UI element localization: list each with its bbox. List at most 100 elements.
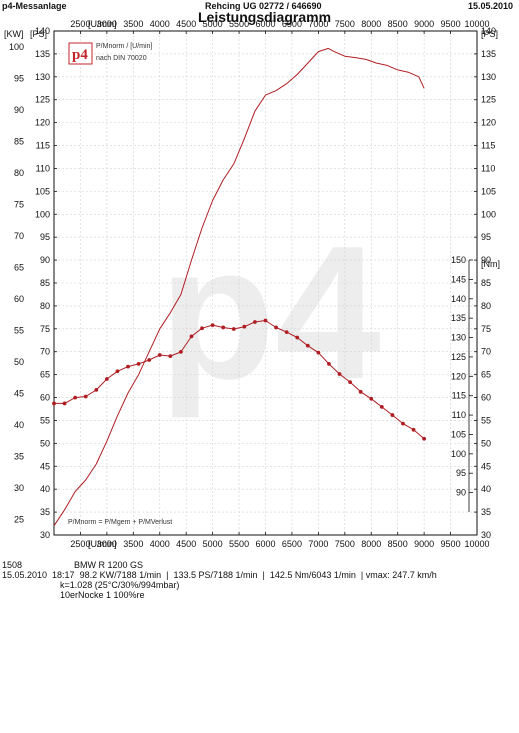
- kw-tick-label: 45: [14, 388, 24, 398]
- torque-point: [327, 362, 331, 366]
- x-tick-label-top: 5000: [203, 19, 223, 29]
- ps-tick-label-left: 55: [40, 415, 50, 425]
- ps-tick-label-right: 130: [481, 72, 496, 82]
- axis-units: [KW] [PS] [PS] [Nm] [U/min] [U/min]: [4, 19, 500, 549]
- torque-point: [147, 358, 152, 362]
- grid-lines: [54, 31, 477, 535]
- ps-tick-label-right: 30: [481, 530, 491, 540]
- ps-tick-label-left: 50: [40, 438, 50, 448]
- kw-tick-label: 75: [14, 199, 24, 209]
- ps-tick-label-left: 130: [35, 72, 50, 82]
- x-tick-label-bottom: 4500: [176, 539, 196, 549]
- ps-unit-left: [PS]: [30, 29, 47, 39]
- nm-tick-label: 95: [456, 468, 466, 478]
- ps-tick-label-left: 125: [35, 95, 50, 105]
- ps-tick-label-left: 100: [35, 209, 50, 219]
- ps-tick-label-right: 50: [481, 438, 491, 448]
- series-layer: [52, 47, 427, 527]
- watermark-layer: p4: [159, 207, 381, 419]
- ps-tick-label-right: 85: [481, 278, 491, 288]
- ps-tick-label-right: 70: [481, 347, 491, 357]
- ps-tick-label-left: 75: [40, 324, 50, 334]
- kw-tick-label: 40: [14, 420, 24, 430]
- x-tick-label-bottom: 5500: [229, 539, 249, 549]
- torque-point: [73, 395, 78, 400]
- ps-tick-label-left: 60: [40, 393, 50, 403]
- torque-point: [115, 369, 120, 374]
- ps-tick-label-right: 45: [481, 461, 491, 471]
- torque-point: [231, 327, 236, 331]
- watermark-text: p4: [159, 207, 381, 419]
- logo-text: p4: [72, 47, 88, 63]
- ps-tick-label-left: 115: [36, 141, 50, 151]
- x-tick-label-top: 8000: [361, 19, 381, 29]
- x-tick-label-top: 4500: [176, 19, 196, 29]
- torque-point: [390, 413, 395, 417]
- header-date: 15.05.2010: [467, 1, 513, 11]
- x-tick-label-top: 9000: [414, 19, 434, 29]
- x-tick-label-bottom: 8500: [388, 539, 408, 549]
- kw-tick-label: 80: [14, 168, 24, 178]
- kw-tick-label: 60: [14, 294, 24, 304]
- header-left: p4-Messanlage: [2, 1, 67, 11]
- x-tick-label-top: 3500: [123, 19, 143, 29]
- x-tick-label-bottom: 9000: [414, 539, 434, 549]
- ps-tick-label-right: 35: [481, 507, 491, 517]
- run-id: 1508: [2, 560, 23, 570]
- x-tick-label-bottom: 7500: [335, 539, 355, 549]
- torque-point: [179, 349, 183, 354]
- x-unit-top: [U/min]: [88, 19, 117, 29]
- torque-point: [422, 436, 427, 441]
- kw-tick-label: 35: [14, 451, 24, 461]
- kw-tick-label: 100: [9, 42, 24, 52]
- nm-unit: [Nm]: [481, 259, 500, 269]
- nm-tick-label: 110: [452, 410, 466, 420]
- torque-point: [358, 389, 363, 394]
- ps-tick-label-left: 35: [40, 507, 50, 517]
- ps-tick-label-left: 135: [35, 49, 50, 59]
- torque-point: [83, 394, 88, 399]
- nm-tick-label: 120: [451, 371, 466, 381]
- kw-unit: [KW]: [4, 29, 24, 39]
- p4-logo: p4 P/Mnorm / [U/min] nach DIN 70020: [68, 42, 152, 65]
- logo-box: [68, 42, 93, 65]
- torque-curve: [54, 320, 425, 440]
- ps-tick-label-left: 95: [40, 232, 50, 242]
- torque-point: [274, 325, 278, 330]
- nm-tick-label: 100: [451, 449, 466, 459]
- torque-point: [126, 364, 130, 369]
- kw-tick-label: 30: [14, 483, 24, 493]
- x-tick-label-bottom: 3500: [123, 539, 143, 549]
- info-line-3: k=1.028 (25°C/30%/994mbar): [60, 580, 180, 590]
- torque-point: [295, 335, 300, 340]
- x-tick-label-bottom: 6000: [255, 539, 275, 549]
- kw-tick-label: 55: [14, 325, 24, 335]
- x-tick-label-bottom: 6500: [282, 539, 302, 549]
- ps-tick-label-right: 120: [481, 118, 496, 128]
- x-tick-label-top: 10000: [464, 19, 489, 29]
- ps-tick-label-right: 65: [481, 370, 491, 380]
- ps-tick-label-right: 55: [481, 415, 491, 425]
- x-tick-label-top: 9500: [441, 19, 461, 29]
- nm-tick-label: 125: [451, 352, 466, 362]
- kw-tick-label: 65: [14, 262, 24, 272]
- info-line-1: 1508 BMW R 1200 GS: [2, 560, 143, 570]
- power-curve: [53, 47, 425, 527]
- header-center: Rehcing UG 02772 / 646690: [205, 1, 322, 11]
- info-line-4: 10erNocke 1 100%re: [60, 590, 145, 600]
- x-tick-label-top: 6000: [255, 19, 275, 29]
- ps-tick-label-left: 140: [35, 26, 50, 36]
- ps-tick-label-left: 45: [40, 461, 50, 471]
- x-tick-label-bottom: 5000: [203, 539, 223, 549]
- ps-tick-label-right: 75: [481, 324, 491, 334]
- torque-point: [104, 377, 109, 381]
- nm-tick-label: 130: [451, 333, 466, 343]
- nm-tick-label: 150: [451, 255, 466, 265]
- torque-point: [52, 401, 56, 406]
- nm-tick-label: 140: [451, 294, 466, 304]
- kw-tick-label: 90: [14, 105, 24, 115]
- ps-tick-label-right: 105: [481, 186, 496, 196]
- kw-tick-label: 95: [14, 73, 24, 83]
- torque-point: [210, 323, 215, 328]
